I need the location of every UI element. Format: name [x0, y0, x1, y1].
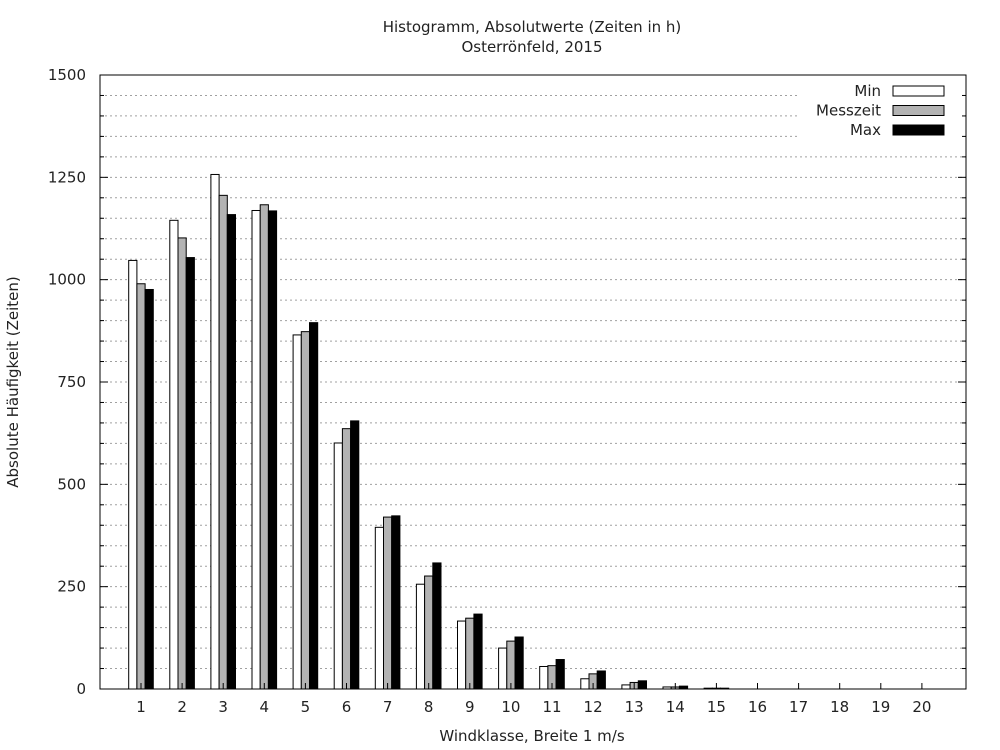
bar-min-5 [292, 334, 302, 690]
y-tick-label: 750 [57, 373, 86, 391]
bar-max-3 [226, 214, 237, 690]
x-tick-label: 19 [871, 698, 890, 716]
legend-swatch [892, 105, 945, 116]
y-tick-label: 250 [57, 578, 86, 596]
legend-swatch [892, 85, 945, 97]
y-tick-label: 0 [76, 680, 86, 698]
bar-messzeit-10 [506, 640, 516, 690]
bar-max-10 [514, 636, 524, 690]
bar-max-12 [596, 670, 606, 690]
legend-label: Min [854, 82, 881, 100]
bar-min-13 [621, 684, 631, 690]
x-tick-label: 17 [789, 698, 808, 716]
x-tick-label: 14 [666, 698, 685, 716]
bar-min-3 [210, 173, 220, 690]
x-tick-label: 4 [260, 698, 270, 716]
grid-lines [100, 94, 966, 670]
bar-messzeit-7 [383, 516, 393, 690]
y-tick-label: 500 [57, 475, 86, 493]
bar-min-2 [169, 219, 179, 690]
bar-min-7 [374, 526, 384, 690]
bar-max-4 [267, 210, 278, 690]
bar-messzeit-8 [424, 575, 434, 690]
bar-messzeit-9 [465, 617, 475, 690]
bar-max-13 [637, 680, 647, 690]
bar-max-2 [185, 257, 195, 690]
bar-max-7 [391, 515, 401, 690]
x-tick-label: 6 [342, 698, 352, 716]
bar-min-12 [580, 678, 590, 690]
x-tick-label: 10 [501, 698, 520, 716]
x-tick-label: 20 [912, 698, 931, 716]
chart-subtitle: Osterrönfeld, 2015 [461, 38, 602, 56]
bar-max-1 [144, 288, 154, 690]
y-tick-label: 1000 [48, 271, 86, 289]
x-tick-label: 11 [542, 698, 561, 716]
x-tick-label: 9 [465, 698, 475, 716]
bar-messzeit-1 [136, 283, 146, 690]
bar-min-9 [457, 620, 467, 690]
bar-min-6 [333, 442, 343, 690]
bar-min-10 [498, 647, 508, 690]
x-tick-label: 8 [424, 698, 434, 716]
bar-min-11 [539, 665, 549, 690]
x-tick-label: 18 [830, 698, 849, 716]
y-axis-label: Absolute Häufigkeit (Zeiten) [4, 276, 22, 487]
legend-label: Max [850, 121, 881, 139]
bars [128, 173, 730, 690]
bar-messzeit-4 [259, 204, 269, 690]
bar-messzeit-5 [300, 331, 310, 690]
chart-title: Histogramm, Absolutwerte (Zeiten in h) [383, 18, 682, 36]
x-tick-label: 1 [136, 698, 146, 716]
x-tick-label: 13 [625, 698, 644, 716]
x-tick-label: 7 [383, 698, 393, 716]
bar-min-8 [415, 583, 426, 690]
x-tick-label: 2 [177, 698, 187, 716]
bar-min-4 [251, 209, 261, 690]
bar-max-6 [350, 420, 360, 690]
y-tick-label: 1250 [48, 168, 86, 186]
bar-max-9 [473, 613, 483, 690]
bar-min-1 [128, 259, 138, 690]
bar-messzeit-3 [218, 194, 228, 690]
bar-max-8 [432, 562, 442, 690]
axes [99, 74, 967, 690]
x-tick-label: 15 [707, 698, 726, 716]
bar-max-5 [309, 322, 319, 690]
x-tick-label: 12 [584, 698, 603, 716]
y-tick-label: 1500 [48, 66, 86, 84]
bar-messzeit-2 [177, 237, 187, 690]
x-tick-label: 16 [748, 698, 767, 716]
bar-messzeit-6 [341, 428, 352, 690]
bar-max-11 [555, 659, 565, 690]
x-tick-label: 3 [218, 698, 228, 716]
x-tick-label: 5 [301, 698, 311, 716]
legend-swatch [892, 124, 945, 136]
legend-label: Messzeit [816, 102, 881, 120]
x-axis-label: Windklasse, Breite 1 m/s [439, 727, 625, 745]
